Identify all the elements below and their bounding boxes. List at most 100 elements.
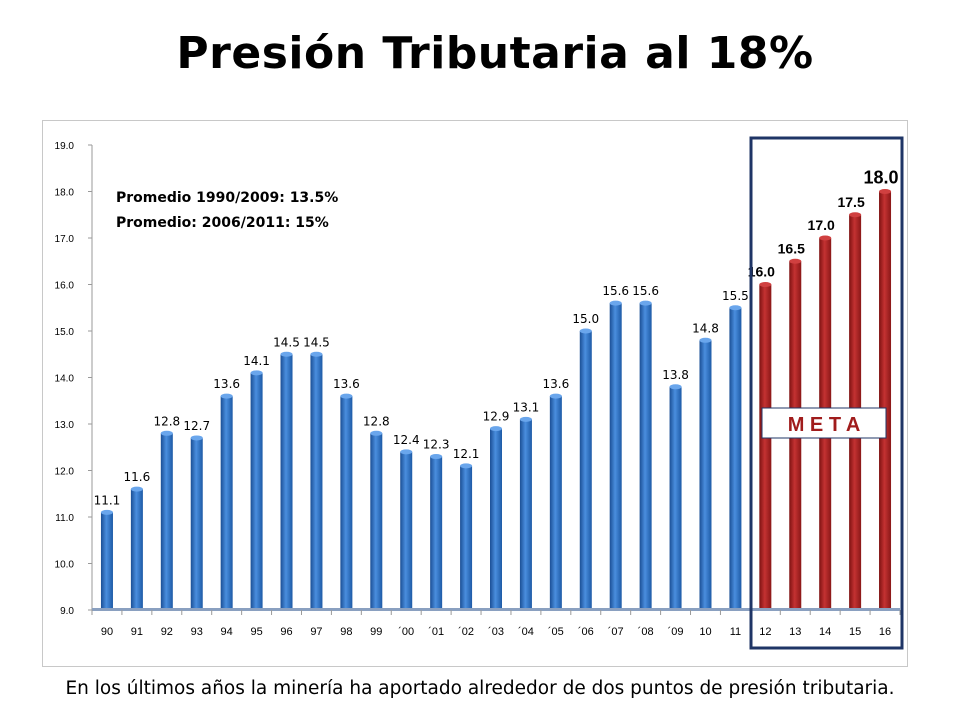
y-tick-label: 9.0 [60,606,74,617]
data-label: 13.6 [542,377,569,391]
y-tick-label: 12.0 [55,467,75,478]
data-label: 12.8 [363,414,390,428]
bar-cap [819,235,832,241]
x-tick-label: 99 [370,626,382,638]
bar [220,396,233,610]
bar-cap [879,189,892,194]
bar-meta [759,284,772,610]
y-tick-label: 16.0 [55,281,75,292]
bar [669,386,682,610]
bar-cap [460,463,473,469]
chart-title: Presión Tributaria al 18% [176,28,814,79]
y-tick-label: 14.0 [55,374,75,385]
bar-cap [789,258,802,264]
bar-cap [370,430,383,436]
data-label: 12.9 [483,410,510,424]
bar-cap [280,351,293,357]
x-tick-label: ´05 [548,626,564,638]
bar-cap [400,449,413,455]
bar [430,456,443,610]
x-tick-label: ´01 [428,626,444,638]
data-label: 17.5 [837,194,864,210]
data-label: 12.7 [183,419,210,433]
bar [130,489,143,610]
x-tick-label: ´04 [518,626,534,638]
data-label: 14.5 [303,335,330,349]
data-label: 11.1 [94,493,121,507]
data-label: 13.1 [513,400,540,414]
bar-cap [669,384,682,390]
bar-cap [699,337,712,343]
x-tick-label: ´03 [488,626,504,638]
bar [310,354,323,610]
x-tick-label: 98 [340,626,352,638]
x-axis-baseline [92,608,900,611]
data-label: 15.5 [722,289,749,303]
bar [340,396,353,610]
x-tick-label: 10 [699,626,711,638]
x-tick-label: 97 [310,626,322,638]
y-axis: 9.0 10.0 11.0 12.0 13.0 14.0 15.0 16.0 17.0 18.0 1… [55,141,93,617]
bar [280,354,293,610]
data-label: 14.5 [273,335,300,349]
bar-cap [639,300,652,306]
bar-cap [519,416,532,422]
bar-cap [340,393,353,399]
bar-cap [430,454,443,460]
x-tick-label: 15 [849,626,861,638]
y-tick-label: 11.0 [55,513,74,524]
data-label: 15.0 [572,312,599,326]
x-tick-label: 11 [730,626,741,638]
bar [639,303,652,610]
bar-meta [879,191,892,610]
data-label: 18.0 [864,168,899,188]
bar-cap [609,300,622,306]
bar [490,428,502,610]
data-label: 16.0 [748,264,775,280]
data-label: 16.5 [778,240,805,256]
bar-cap [310,351,323,357]
bar-cap [130,486,143,492]
x-tick-label: 94 [221,626,233,638]
bar [519,419,532,610]
bar [400,451,413,610]
x-tick-label: ´00 [398,626,414,638]
bar [579,331,592,610]
bar [250,372,263,610]
x-tick-label: ´09 [668,626,684,638]
data-label: 12.1 [453,447,480,461]
x-axis: 90 91 92 93 94 95 96 97 98 99 ´00 ´01 ´02 ´03 ´04 ´05 ´0… [91,608,901,638]
x-tick-label: ´07 [608,626,624,638]
bar [549,396,562,610]
bar-cap [549,393,562,399]
x-tick-label: 14 [819,626,831,638]
x-tick-label: 16 [879,626,891,638]
bar [370,433,383,610]
bar [100,512,113,610]
bar-cap [100,509,113,515]
x-tick-label: 91 [131,626,143,638]
meta-label-box [761,407,887,439]
data-label: 13.6 [213,377,240,391]
data-label: 13.6 [333,377,360,391]
data-label: 14.8 [692,321,719,335]
bar-cap [849,212,862,218]
bar-cap [759,282,772,287]
note-average-1990-2009: Promedio 1990/2009: 13.5% [116,190,338,206]
data-label: 15.6 [602,284,629,298]
x-tick-label: 93 [191,626,203,638]
x-tick-label: 95 [250,626,262,638]
bar-cap [729,305,742,311]
data-label: 12.8 [153,414,180,428]
x-tick-label: 96 [280,626,292,638]
data-label: 15.6 [632,284,659,298]
x-tick-label: ´08 [638,626,654,638]
bar-cap [250,370,263,376]
x-tick-label: 92 [161,626,173,638]
meta-frame [749,136,904,650]
data-label: 12.3 [423,438,450,452]
bar-cap [579,328,592,334]
y-tick-label: 18.0 [55,188,75,199]
data-label: 13.8 [662,368,689,382]
y-tick-label: 15.0 [55,327,75,338]
